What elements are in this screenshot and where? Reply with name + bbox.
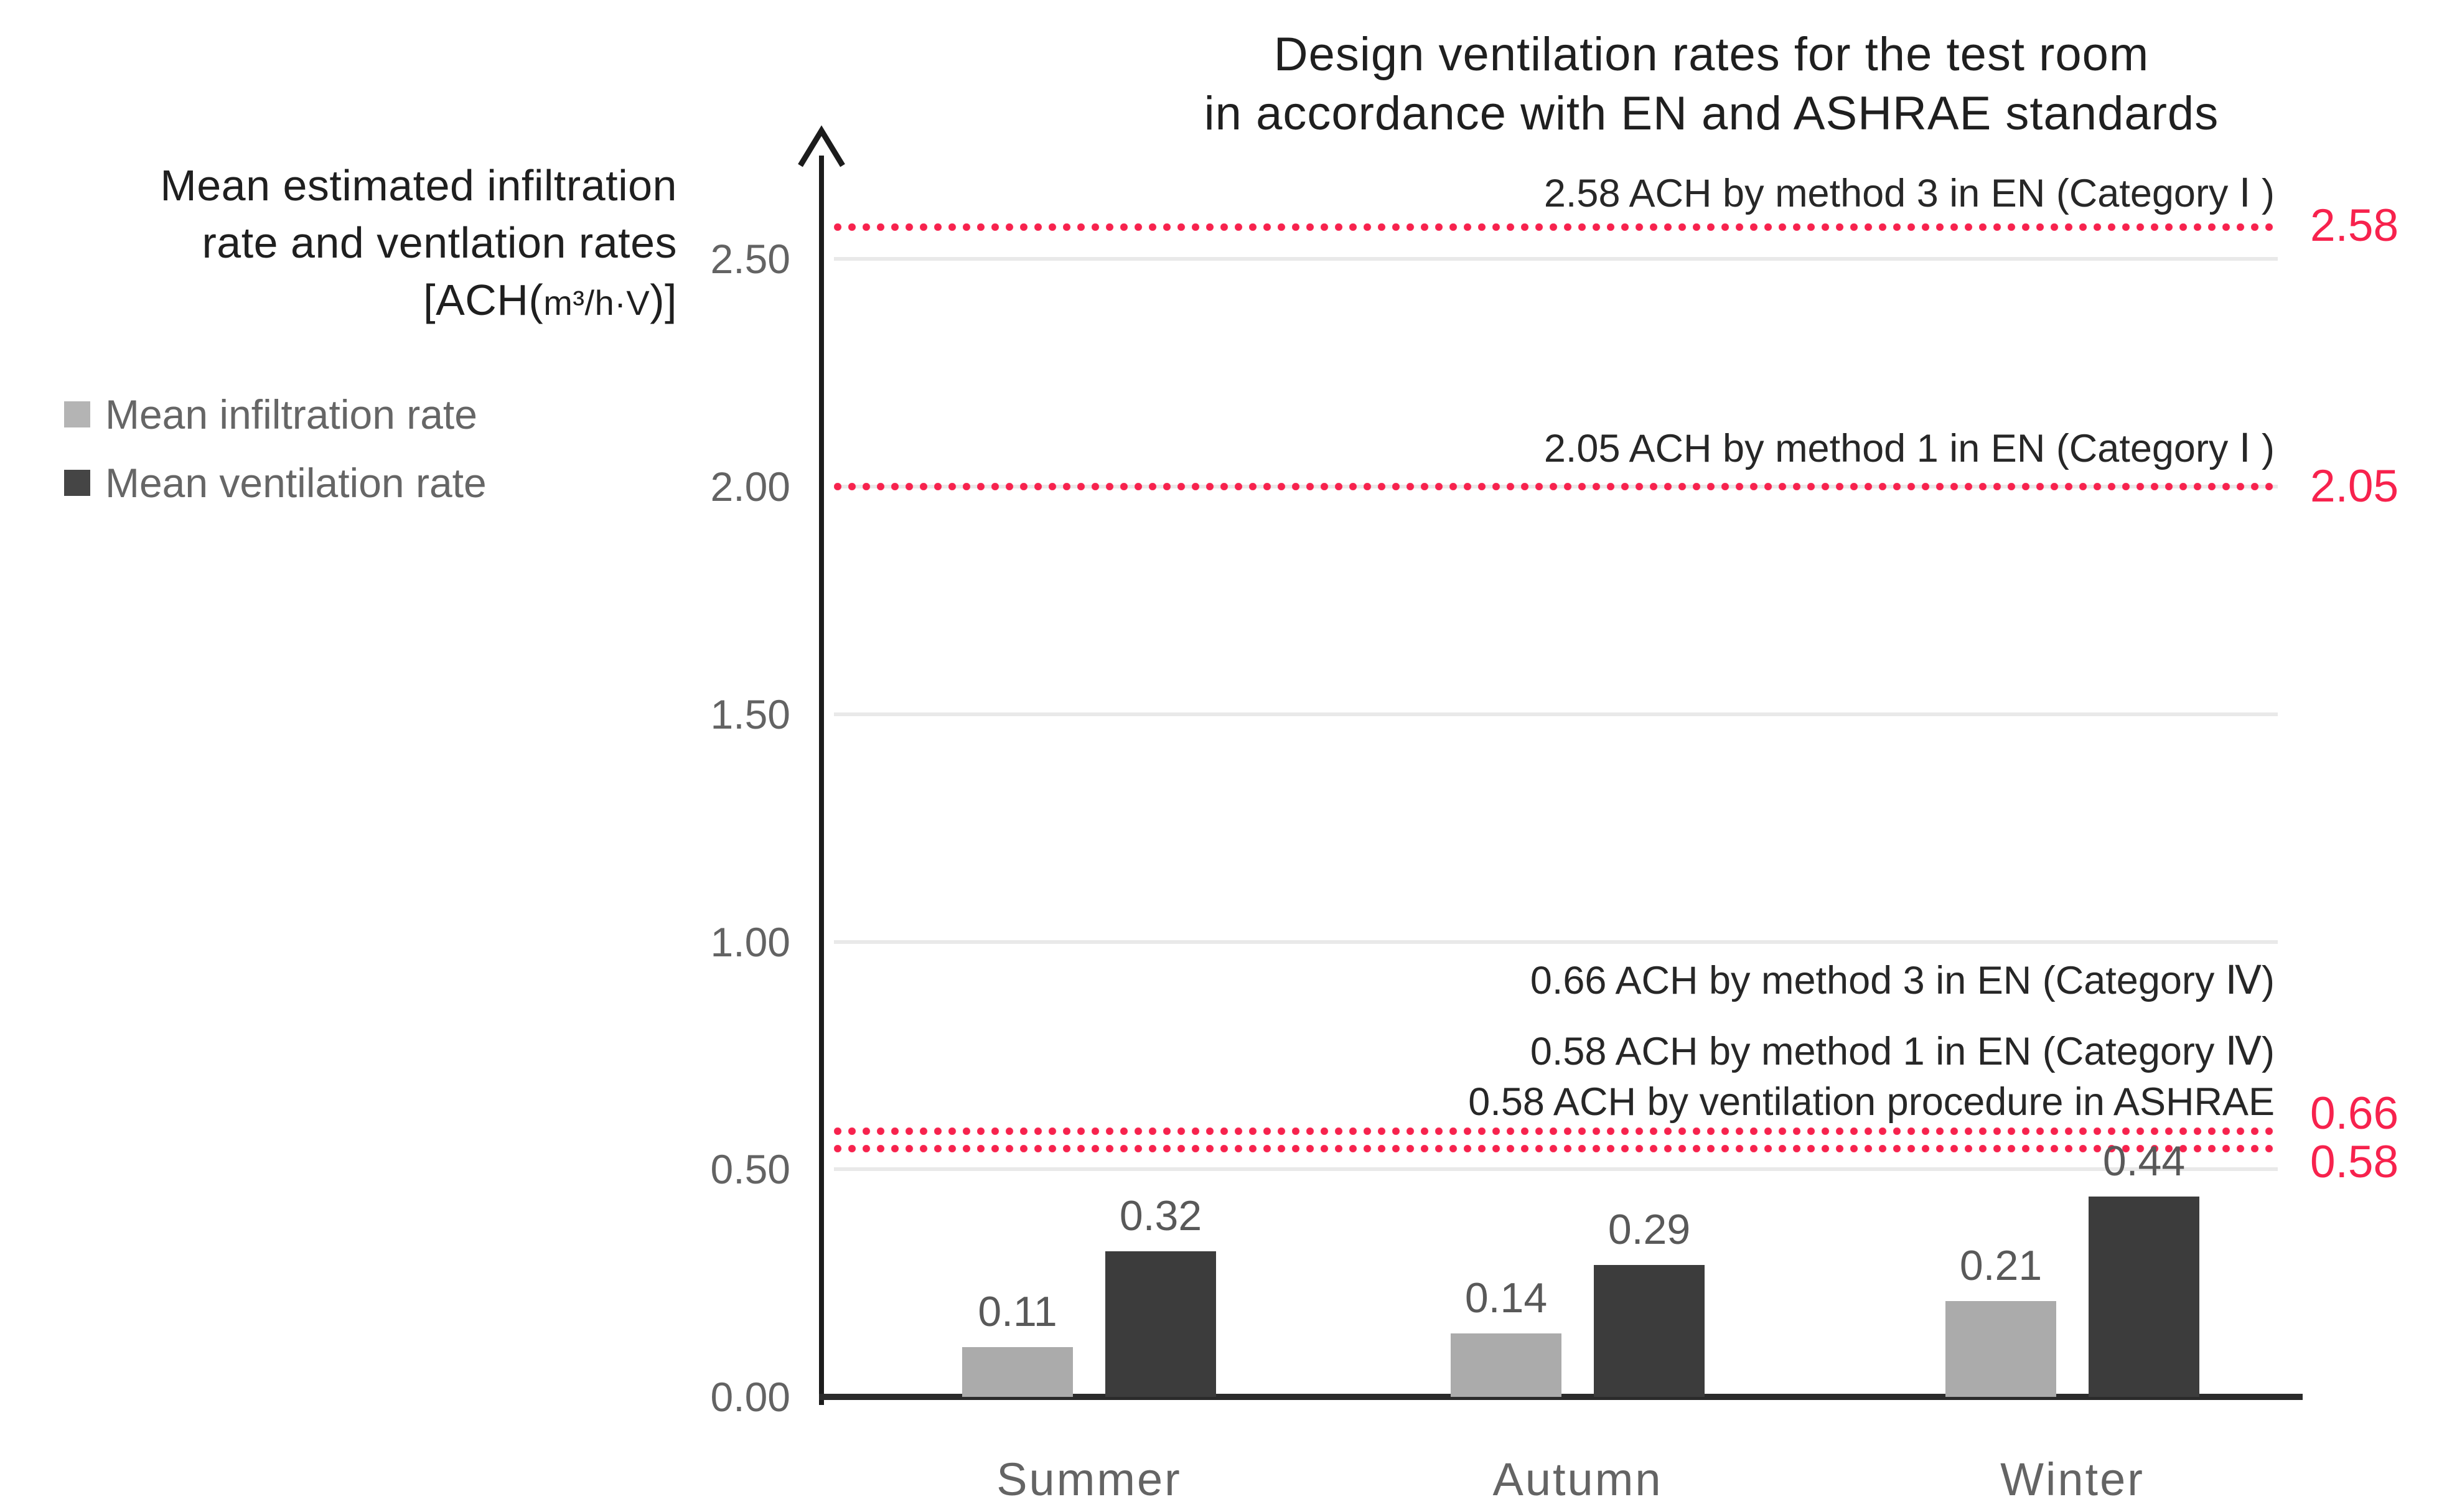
ventilation-bar — [1594, 1264, 1705, 1397]
y-axis-arrow-icon — [798, 125, 845, 167]
reference-annotation: 2.58 ACH by method 3 in EN (Category Ⅰ ) — [1543, 172, 2275, 215]
ventilation-bar — [1105, 1251, 1216, 1397]
bar-value-label: 0.32 — [1119, 1192, 1202, 1239]
bar-value-label: 0.44 — [2102, 1137, 2186, 1185]
y-tick-label: 2.50 — [710, 236, 790, 282]
gridline — [834, 940, 2278, 944]
legend: Mean infiltration rate Mean ventilation … — [64, 391, 487, 538]
x-axis-line — [819, 1394, 2303, 1400]
reference-dotted-line — [834, 483, 2278, 491]
ventilation-swatch-icon — [64, 470, 90, 496]
y-tick-label: 1.00 — [710, 918, 790, 965]
y-tick-label: 1.50 — [710, 691, 790, 737]
infiltration-swatch-icon — [64, 401, 90, 427]
reference-value-label: 0.66 — [2310, 1088, 2399, 1139]
legend-item-ventilation: Mean ventilation rate — [64, 460, 487, 506]
x-category-label: Winter — [2000, 1454, 2145, 1505]
chart-title-line2: in accordance with EN and ASHRAE standar… — [1204, 87, 2219, 140]
reference-annotation: 2.05 ACH by method 1 in EN (Category Ⅰ ) — [1543, 427, 2275, 470]
infiltration-bar — [1945, 1301, 2056, 1397]
y-axis-title: Mean estimated infiltration rate and ven… — [0, 157, 677, 332]
gridline — [834, 712, 2278, 716]
bar-value-label: 0.14 — [1464, 1274, 1548, 1322]
y-axis-line — [819, 156, 824, 1405]
y-axis-title-line2: rate and ventlation rates — [202, 218, 677, 267]
legend-item-infiltration: Mean infiltration rate — [64, 391, 487, 437]
gridline — [834, 257, 2278, 261]
gridline — [834, 1167, 2278, 1172]
chart-title-line1: Design ventilation rates for the test ro… — [1273, 28, 2150, 81]
reference-annotation: 0.58 ACH by method 1 in EN (Category Ⅳ) — [1530, 1030, 2275, 1073]
reference-dotted-line — [834, 1144, 2278, 1152]
ventilation-bar — [2089, 1197, 2199, 1397]
reference-value-label: 0.58 — [2310, 1137, 2399, 1187]
reference-annotation: 0.58 ACH by ventilation procedure in ASH… — [1468, 1080, 2275, 1124]
y-tick-label: 0.00 — [710, 1374, 790, 1420]
bar-value-label: 0.29 — [1608, 1205, 1691, 1253]
y-axis-title-line1: Mean estimated infiltration — [160, 161, 677, 210]
reference-value-label: 2.58 — [2310, 200, 2399, 251]
bar-value-label: 0.11 — [978, 1287, 1057, 1335]
x-category-label: Autumn — [1492, 1454, 1663, 1505]
reference-dotted-line — [834, 223, 2278, 231]
infiltration-bar — [1451, 1333, 1561, 1397]
reference-value-label: 2.05 — [2310, 461, 2399, 511]
y-tick-label: 0.50 — [710, 1146, 790, 1193]
bar-value-label: 0.21 — [1959, 1242, 2043, 1290]
legend-label-ventilation: Mean ventilation rate — [105, 460, 487, 506]
reference-dotted-line — [834, 1127, 2278, 1136]
reference-annotation: 0.66 ACH by method 3 in EN (Category Ⅳ) — [1530, 959, 2275, 1002]
y-tick-label: 2.00 — [710, 464, 790, 510]
y-axis-title-unit: [ACH(m³/h·V)] — [423, 276, 677, 324]
legend-label-infiltration: Mean infiltration rate — [105, 391, 477, 437]
infiltration-bar — [962, 1346, 1073, 1397]
chart-title: Design ventilation rates for the test ro… — [1008, 25, 2415, 143]
x-category-label: Summer — [996, 1454, 1182, 1505]
